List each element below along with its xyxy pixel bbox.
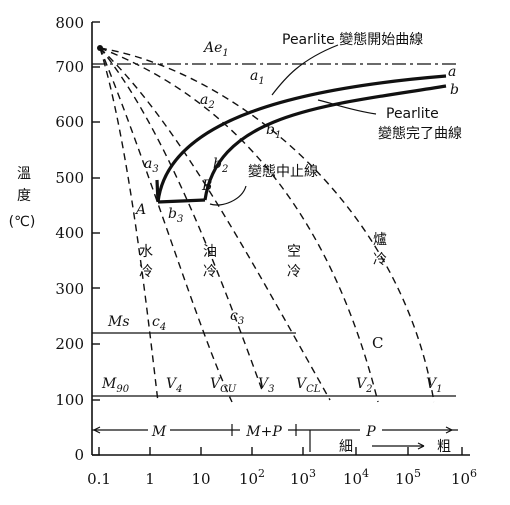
pearlite-finish-curve	[203, 84, 447, 201]
pearlite-start-leader	[271, 44, 339, 96]
air-cool-label-2: 冷	[287, 264, 301, 280]
y-tick-label: 0	[74, 446, 84, 464]
transformation-stop-vertical	[155, 179, 160, 203]
cooling-curve-vcu	[99, 47, 233, 403]
y-axis-label-char-1: 溫	[17, 166, 31, 182]
x-tick-labels: 0.1 1 10 102 103 104 105 106	[87, 467, 477, 488]
cooling-curve-v4	[99, 47, 159, 403]
structure-p-bg	[360, 421, 382, 439]
x-tick-label: 103	[290, 467, 316, 488]
pearlite-finish-leader	[317, 99, 377, 115]
velocity-vcl: VCL	[296, 376, 321, 395]
point-C: C	[372, 334, 383, 352]
pearlite-start-annotation: Pearlite 變態開始曲線	[282, 32, 423, 48]
transform-stop-annotation: 變態中止線	[248, 164, 318, 180]
x-tick-label: 0.1	[87, 470, 111, 488]
structure-coarse-label: 粗	[437, 439, 451, 455]
point-c4: c4	[152, 314, 166, 333]
y-tick-labels: 0 100 200 300 400 500 600 700 800	[55, 14, 84, 464]
x-tick-label: 102	[239, 467, 265, 488]
point-b: b	[450, 82, 459, 98]
velocity-v1: V1	[426, 376, 443, 395]
cooling-curve-v2	[99, 47, 379, 403]
transformation-stop-line	[157, 198, 206, 204]
point-A: A	[134, 202, 146, 218]
water-cool-label-2: 冷	[139, 264, 153, 280]
x-tick-label: 1	[145, 470, 155, 488]
pearlite-start-curve	[156, 74, 447, 203]
oil-cool-label-1: 油	[203, 244, 217, 260]
cooling-curve-v3	[99, 47, 263, 391]
y-axis-unit: (℃)	[9, 214, 36, 230]
x-tick-label: 106	[451, 467, 477, 488]
furnace-cool-label-2: 冷	[373, 252, 387, 268]
y-tick-label: 300	[55, 280, 84, 298]
structure-m-bg	[148, 421, 170, 439]
pearlite-finish-annotation-2: 變態完了曲線	[378, 126, 462, 142]
furnace-cool-label-1: 爐	[373, 232, 387, 248]
x-tick-label: 104	[343, 467, 369, 488]
y-tick-label: 700	[55, 58, 84, 76]
velocity-vcu: VCU	[210, 376, 237, 395]
point-b2: b2	[213, 156, 228, 175]
y-ticks	[92, 21, 100, 456]
x-ticks	[98, 447, 463, 455]
structure-mp-bg	[240, 421, 288, 439]
velocity-v4: V4	[166, 376, 183, 395]
y-tick-label: 600	[55, 113, 84, 131]
transform-stop-leader	[209, 185, 247, 206]
cooling-curves	[99, 47, 435, 403]
cooling-curve-vcl	[99, 47, 331, 401]
cooling-curve-v1	[99, 47, 435, 403]
oil-cool-label-2: 冷	[203, 264, 217, 280]
point-a: a	[448, 64, 456, 80]
point-a1: a1	[250, 68, 265, 87]
pearlite-finish-annotation-1: Pearlite	[386, 106, 439, 122]
velocity-v3: V3	[258, 376, 275, 395]
air-cool-label-1: 空	[287, 244, 301, 260]
m90-label: M90	[101, 376, 130, 395]
x-tick-label: 10	[191, 470, 210, 488]
point-a3: a3	[144, 156, 159, 175]
point-b3: b3	[168, 206, 183, 225]
y-tick-label: 200	[55, 335, 84, 353]
water-cool-label-1: 水	[139, 244, 153, 260]
y-axis-label-char-2: 度	[17, 188, 31, 204]
velocity-v2: V2	[356, 376, 373, 395]
y-tick-label: 800	[55, 14, 84, 32]
point-a2: a2	[200, 92, 215, 111]
ae1-label: Ae1	[202, 40, 229, 59]
point-b1: b1	[266, 122, 281, 141]
origin-dot	[97, 45, 103, 51]
ms-label: Ms	[107, 314, 130, 330]
structure-mp-label: M+P	[245, 424, 282, 440]
y-tick-label: 100	[55, 391, 84, 409]
structure-p-label: P	[365, 424, 376, 440]
point-B: B	[201, 178, 212, 194]
x-tick-label: 105	[395, 467, 421, 488]
y-tick-label: 400	[55, 224, 84, 242]
point-c3: c3	[230, 308, 244, 327]
structure-m-label: M	[151, 424, 167, 440]
y-tick-label: 500	[55, 169, 84, 187]
structure-fine-label: 細	[339, 439, 353, 455]
